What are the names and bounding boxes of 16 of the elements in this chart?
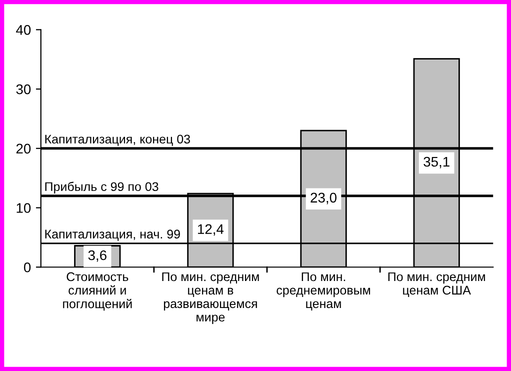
ref-line-label: Прибыль с 99 по 03: [45, 182, 158, 194]
data-label: 23,0: [310, 192, 336, 204]
y-tick-label: 10: [16, 203, 31, 213]
data-label: 35,1: [424, 156, 450, 168]
y-tick-label: 0: [24, 262, 31, 272]
ref-line-label: Капитализация, нач. 99: [45, 230, 180, 241]
x-tick-label: По мин. средним ценам США: [388, 272, 485, 297]
x-tick-label: По мин. среднемировым ценам: [276, 272, 370, 310]
y-tick-label: 30: [16, 84, 31, 94]
x-tick-label: По мин. средним ценам в развивающемся мире: [162, 272, 259, 324]
x-tick-label: Стоимость слияний и поглощений: [63, 272, 132, 311]
data-label: 3,6: [88, 250, 106, 262]
ref-line-label: Капитализация, конец 03: [45, 134, 190, 146]
y-tick-label: 20: [16, 144, 31, 154]
data-label: 12,4: [198, 224, 224, 236]
y-tick-label: 40: [16, 25, 31, 35]
